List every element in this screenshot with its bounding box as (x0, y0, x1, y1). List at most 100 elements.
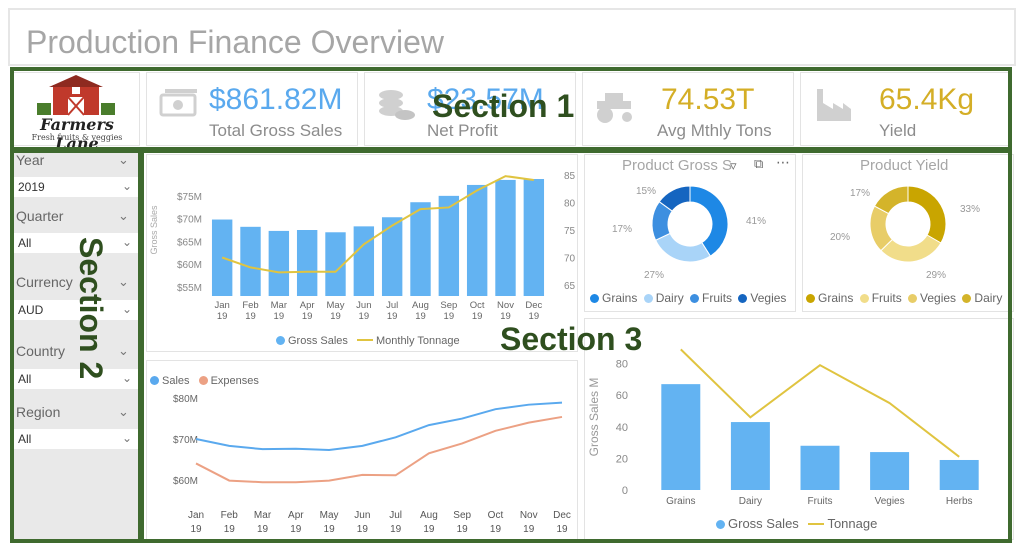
chevron-down-icon[interactable]: ⌄ (118, 274, 129, 289)
sales-line (195, 401, 563, 451)
y-tick-label: $60M (173, 476, 198, 487)
filter-year-value: 2019 (18, 180, 45, 194)
bar (438, 195, 460, 296)
chevron-down-icon: ⌄ (121, 235, 132, 249)
y2-tick-label: 80 (564, 199, 576, 210)
chevron-down-icon[interactable]: ⌄ (118, 208, 129, 223)
legend-dairy: Dairy (655, 291, 684, 305)
legend-vegies: Vegies (750, 291, 787, 305)
kpi-value: $861.82M (209, 83, 343, 116)
x-tick-label: Feb 19 (221, 510, 239, 535)
sales-expenses-chart: $60M $70M $80M Jan 19 Feb 19 Mar 19 Apr 19 May 19 Jun… (173, 394, 571, 535)
y2-tick-label: 70 (564, 254, 576, 265)
legend-dairy: Dairy (974, 291, 1003, 305)
y-tick-label: 20 (616, 453, 628, 465)
x-tick-label: Jan 19 (188, 510, 204, 535)
x-tick-label: Dec 19 (525, 300, 542, 322)
chevron-down-icon[interactable]: ⌄ (118, 152, 129, 167)
section-2-label: Section 2 (73, 237, 109, 380)
filter-quarter-value: All (18, 236, 32, 250)
filter-region-select[interactable]: All ⌄ (12, 429, 138, 449)
x-tick-label: Feb 19 (242, 300, 258, 322)
money-icon (159, 89, 197, 117)
x-tick-label: Apr 19 (288, 510, 304, 535)
slice-label: 17% (850, 188, 870, 199)
x-tick-label: Fruits (808, 496, 833, 507)
y-tick-label: $55M (177, 283, 202, 294)
pie-slice (689, 185, 729, 257)
filter-country-value: All (18, 372, 32, 386)
bar (353, 226, 375, 296)
bar (870, 452, 910, 490)
y-tick-label: 0 (622, 485, 628, 497)
slice-label: 15% (636, 186, 656, 197)
y-tick-label: $80M (173, 394, 198, 405)
monthly-sales-tonnage-chart: $55M $60M $65M $70M $75M 65 70 75 80 85 Gross Sale… (149, 171, 576, 322)
product-yield-card (802, 154, 1014, 312)
x-tick-label: Jul 19 (386, 300, 398, 322)
section-3-outline (140, 149, 1012, 543)
product-gross-sales-donut: 41% 27% 17% 15% (612, 185, 766, 281)
legend-gross-sales: Gross Sales (288, 335, 348, 347)
legend-expenses: Expenses (210, 375, 259, 387)
factory-icon (817, 89, 851, 121)
product-gross-sales-card (584, 154, 796, 312)
section-1-label: Section 1 (432, 88, 575, 124)
legend-grains: Grains (602, 291, 638, 305)
product-sales-legend: Gross Sales Tonnage (716, 516, 883, 531)
y-axis-label: Gross Sales M (587, 378, 601, 457)
bar (410, 202, 431, 296)
x-tick-label: Mar 19 (271, 300, 287, 322)
x-tick-label: Jan 19 (215, 300, 230, 322)
chevron-down-icon[interactable]: ⌄ (118, 343, 129, 358)
product-gross-sales-title: Product Gross S (622, 157, 733, 174)
filter-icon[interactable]: ▿ (730, 158, 737, 173)
chevron-down-icon: ⌄ (121, 371, 132, 385)
focus-mode-icon[interactable]: ⧉ (754, 156, 764, 171)
slice-label: 27% (644, 270, 664, 281)
bar (800, 445, 840, 490)
y-tick-label: $60M (177, 260, 202, 271)
filter-year-label: Year (16, 152, 45, 168)
bar (325, 232, 346, 296)
y-tick-label: $65M (177, 237, 202, 248)
slice-label: 20% (830, 232, 850, 243)
filter-quarter-select[interactable]: All ⌄ (12, 233, 138, 253)
bar (939, 459, 979, 490)
filter-year-select[interactable]: 2019 ⌄ (12, 177, 138, 197)
legend-sales: Sales (162, 375, 190, 387)
pie-slice (873, 185, 909, 215)
kpi-value: 74.53T (661, 83, 755, 116)
filter-country-select[interactable]: All ⌄ (12, 369, 138, 389)
x-tick-label: Sep 19 (453, 510, 471, 535)
x-tick-label: Aug 19 (420, 510, 438, 535)
product-yield-legend: Grains Fruits Vegies Dairy (806, 291, 1008, 305)
filter-currency-label: Currency (16, 274, 73, 290)
product-yield-title: Product Yield (860, 157, 949, 174)
x-tick-label: Aug 19 (412, 300, 429, 322)
x-tick-label: Herbs (946, 496, 973, 507)
pie-slice (658, 185, 691, 212)
filter-currency-value: AUD (18, 303, 44, 317)
tonnage-line (680, 348, 960, 458)
kpi-yield: 65.4Kg Yield (800, 72, 1012, 146)
x-tick-label: Jun 19 (356, 300, 371, 322)
bar (730, 422, 770, 490)
kpi-label: Net Profit (427, 121, 498, 140)
y-axis-label: Gross Sales (149, 205, 159, 255)
filter-currency-select[interactable]: AUD ⌄ (12, 300, 138, 320)
chevron-down-icon[interactable]: ⌄ (118, 404, 129, 419)
x-tick-label: Mar 19 (254, 510, 272, 535)
slice-label: 29% (926, 270, 946, 281)
kpi-label: Avg Mthly Tons (657, 121, 772, 140)
x-tick-label: Apr 19 (300, 300, 315, 322)
filter-country-label: Country (16, 343, 66, 359)
slice-label: 41% (746, 216, 766, 227)
kpi-net-profit: $23.57M Net Profit (364, 72, 576, 146)
product-sales-card (584, 318, 1014, 540)
x-tick-label: Nov 19 (520, 510, 538, 535)
kpi-label: Total Gross Sales (209, 121, 343, 140)
more-options-icon[interactable]: ⋯ (776, 154, 790, 170)
monthly-chart-legend: Gross Sales Monthly Tonnage (276, 335, 466, 347)
